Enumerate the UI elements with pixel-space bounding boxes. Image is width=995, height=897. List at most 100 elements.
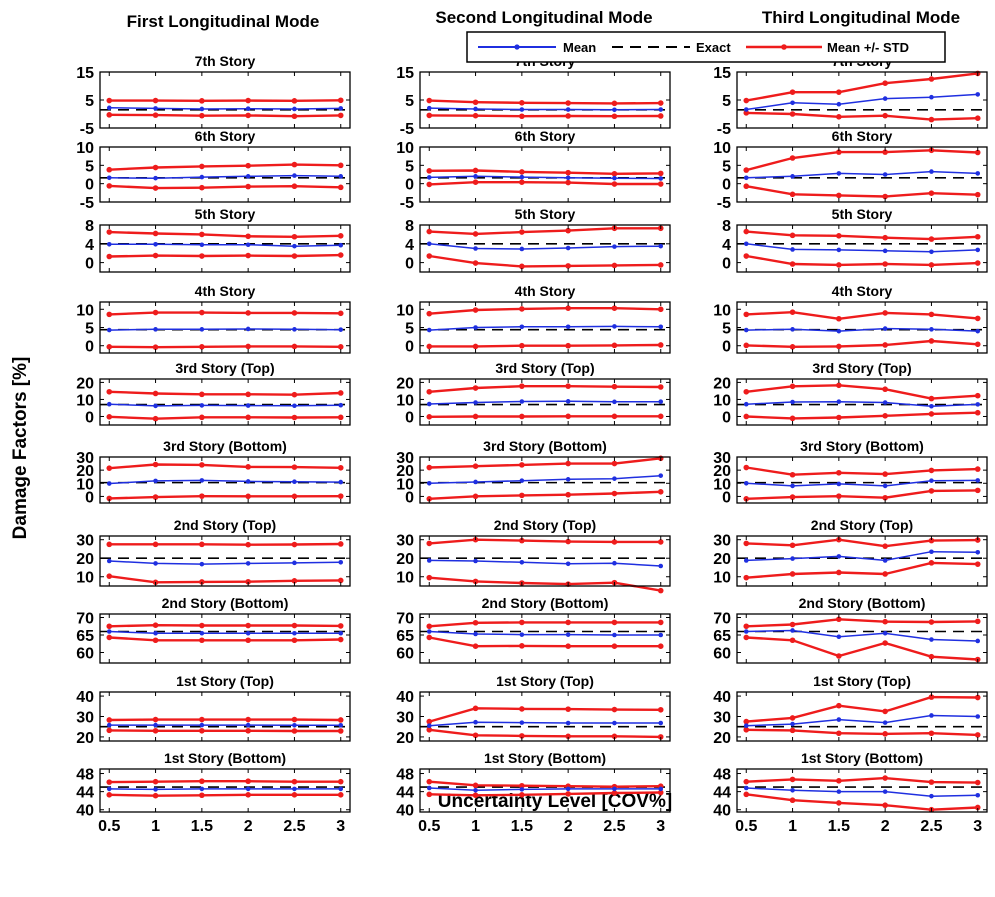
mean-line (429, 175, 661, 180)
mean-point (199, 722, 205, 728)
panel-title: 3rd Story (Top) (175, 360, 274, 376)
y-tick-label: 20 (396, 375, 414, 392)
x-tick-label: 2.5 (603, 818, 625, 835)
upper-std-point (519, 229, 525, 235)
mean-point (929, 249, 934, 255)
mean-point (612, 632, 617, 638)
lower-std-line (429, 576, 661, 592)
mean-point (565, 632, 571, 637)
upper-std-point (743, 228, 750, 235)
upper-std-point (337, 162, 344, 169)
lower-std-point (291, 253, 298, 259)
y-tick-label: 0 (405, 256, 414, 273)
mean-point (519, 559, 525, 565)
upper-std-point (565, 538, 571, 545)
panel-r3-c2: 5th Story 0 4 8 (405, 206, 671, 273)
lower-std-line (429, 180, 661, 186)
upper-std-point (106, 229, 113, 235)
y-tick-label: 48 (76, 767, 94, 784)
lower-std-point (789, 571, 796, 577)
lower-std-point (974, 260, 981, 266)
panel-title: 6th Story (195, 128, 256, 144)
upper-std-point (789, 542, 796, 549)
mean-point (245, 722, 251, 728)
lower-std-point (657, 181, 664, 187)
panel-title: 4th Story (195, 283, 256, 299)
upper-std-point (291, 98, 298, 104)
mean-point (426, 785, 432, 791)
upper-std-point (472, 231, 479, 237)
lower-std-point (472, 112, 479, 119)
lower-std-point (519, 342, 525, 349)
mean-point (658, 632, 664, 638)
x-tick-label: 1 (471, 818, 480, 835)
y-tick-label: 5 (405, 158, 414, 175)
mean-point (292, 173, 297, 178)
subplot-grid: 7th Story-55157th Story-55157th Story-55… (76, 53, 988, 835)
upper-std-point (974, 149, 981, 156)
mean-point (106, 786, 112, 792)
mean-point (338, 106, 344, 111)
lower-std-point (743, 413, 750, 420)
lower-std-point (611, 113, 618, 120)
y-tick-label: 5 (722, 158, 731, 175)
upper-std-line (746, 618, 978, 628)
panel-r4-c2: 4th Story 05 10 (396, 283, 671, 356)
panel-r3-c1: 5th Story 0 4 8 (85, 206, 351, 273)
upper-std-point (928, 76, 935, 82)
lower-std-point (882, 731, 888, 737)
mean-point (612, 720, 617, 726)
upper-std-point (836, 315, 842, 322)
axes-frame (99, 456, 351, 504)
lower-std-point (928, 488, 935, 494)
upper-std-point (106, 623, 113, 630)
lower-std-point (106, 634, 113, 641)
lower-std-point (426, 414, 433, 420)
mean-point (199, 174, 205, 180)
upper-std-point (472, 782, 479, 789)
mean-point (658, 473, 664, 478)
upper-std-point (291, 541, 298, 548)
mean-point (929, 549, 934, 555)
lower-std-line (429, 343, 661, 348)
upper-std-point (974, 466, 981, 472)
axes-frame (99, 301, 351, 354)
mean-point (565, 786, 571, 792)
lower-std-point (657, 587, 664, 594)
lower-std-point (152, 185, 159, 191)
upper-std-line (109, 542, 341, 546)
upper-std-line (746, 776, 978, 784)
upper-std-point (611, 383, 618, 390)
legend-mean-marker (514, 44, 520, 50)
lower-std-point (565, 263, 571, 269)
mean-point (473, 246, 478, 251)
lower-std-point (426, 181, 433, 188)
mean-point (790, 327, 795, 332)
upper-std-point (291, 622, 298, 629)
mean-point (743, 480, 749, 486)
lower-std-point (789, 111, 796, 117)
upper-std-point (152, 778, 159, 785)
lower-std-line (109, 636, 341, 642)
y-tick-label: 20 (396, 463, 414, 480)
y-tick-label: 0 (85, 256, 94, 273)
upper-std-line (746, 310, 978, 321)
lower-std-point (291, 183, 298, 190)
mean-point (426, 558, 432, 563)
y-tick-label: 5 (405, 93, 414, 110)
axes-frame (99, 768, 351, 813)
lower-std-point (152, 792, 159, 799)
mean-point (929, 793, 934, 799)
panel-title: 5th Story (515, 206, 576, 222)
upper-std-point (426, 228, 433, 235)
axes-frame (736, 224, 988, 273)
y-tick-label: 10 (76, 476, 94, 493)
y-tick-label: 10 (76, 302, 94, 319)
upper-std-point (836, 777, 842, 784)
upper-std-point (743, 167, 750, 173)
panel-r1-c1: 7th Story -5 5 15 (76, 53, 351, 138)
upper-std-line (429, 385, 661, 393)
mean-point (975, 478, 981, 483)
